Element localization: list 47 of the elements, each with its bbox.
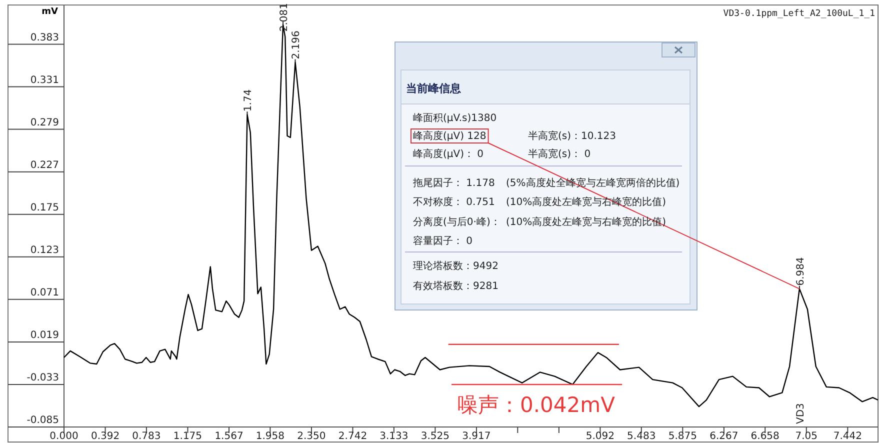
x-tick-label: 6.267 xyxy=(710,431,738,442)
x-tick-label: 0.392 xyxy=(90,431,120,442)
annotation: 峰高度(μV)： 0 xyxy=(413,148,484,160)
x-tick-label: 2.742 xyxy=(338,431,368,442)
y-tick-label: -0.085 xyxy=(26,415,59,426)
x-tick-label: 3.133 xyxy=(380,431,408,442)
text: VD3-0.1ppm_Left_A2_100uL_1_1 xyxy=(723,9,875,19)
annotation: 6.984 xyxy=(795,257,806,286)
y-tick-label: 0.331 xyxy=(30,74,59,86)
annotation: 噪声：0.042mV xyxy=(457,393,616,417)
x-tick-label: 7.05 xyxy=(795,431,818,442)
y-tick-label: 0.071 xyxy=(30,287,59,298)
y-tick-label: 0.227 xyxy=(30,160,59,171)
annotation: 2.196 xyxy=(291,30,302,60)
x-tick-label: 1.958 xyxy=(256,431,285,442)
annotation: 有效塔板数：9281 xyxy=(413,280,498,292)
x-tick-label: 5.483 xyxy=(627,431,656,442)
y-axis-title: mV xyxy=(42,7,58,17)
x-tick-label: 1.567 xyxy=(214,431,244,442)
y-tick-label: 0.383 xyxy=(30,32,59,44)
annotation: 理论塔板数：9492 xyxy=(413,260,498,272)
x-tick-label: 3.525 xyxy=(420,431,450,442)
annotation: 不对称度： 0.751 xyxy=(413,196,495,208)
x-tick-label: 7.442 xyxy=(833,431,862,442)
x-tick-label: 5.092 xyxy=(586,431,615,442)
annotation: 1.74 xyxy=(243,89,254,112)
x-tick-label: 6.658 xyxy=(750,431,780,442)
y-tick-label: -0.033 xyxy=(26,372,59,384)
annotation: 当前峰信息 xyxy=(406,82,462,95)
annotation: 容量因子： 0 xyxy=(413,235,473,247)
annotation: 拖尾因子： 1.178 xyxy=(412,177,495,189)
x-tick-label: 1.175 xyxy=(173,431,202,442)
x-tick-label: 0.000 xyxy=(50,431,78,442)
x-tick-label: 5.875 xyxy=(668,431,697,442)
x-tick-label: 3.917 xyxy=(462,431,491,442)
annotation: 半高宽(s)：10.123 xyxy=(528,130,616,142)
x-tick-label: 2.350 xyxy=(297,431,326,442)
annotation: 2.081 xyxy=(279,3,290,32)
y-tick-label: 0.019 xyxy=(30,330,59,341)
annotation: 半高宽(s)： 0 xyxy=(528,148,591,160)
y-tick-label: 0.123 xyxy=(30,244,59,256)
x-tick-label: 0.783 xyxy=(132,431,161,442)
annotation: VD3 xyxy=(795,403,806,424)
y-tick-label: 0.175 xyxy=(30,202,59,214)
y-tick-label: 0.279 xyxy=(30,117,59,128)
annotation: 峰面积(μV.s)1380 xyxy=(413,112,497,124)
annotation: 分离度(与后0·峰)： xyxy=(413,216,500,228)
